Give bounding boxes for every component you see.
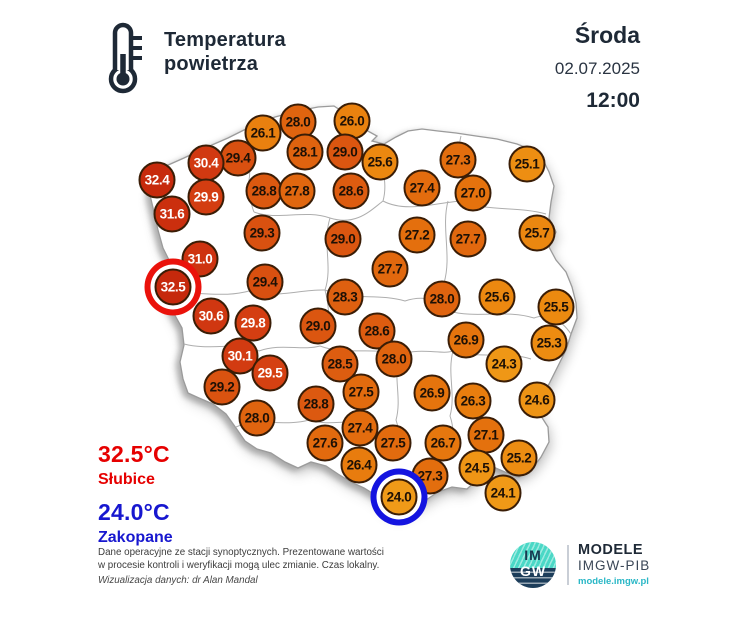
station-bubble: 29.4 (246, 263, 284, 301)
branding-block: IM GW MODELE IMGW-PIB modele.imgw.pl (510, 542, 650, 588)
brand-url: modele.imgw.pl (578, 576, 649, 587)
max-temperature-block: 32.5°C Słubice (98, 443, 173, 488)
brand-text: MODELE IMGW-PIB modele.imgw.pl (578, 542, 651, 588)
title-line1: Temperatura (164, 29, 286, 51)
station-bubble: 26.7 (424, 424, 462, 462)
credit-line: Wizualizacja danych: dr Alan Mandal (98, 575, 258, 586)
station-bubble: 27.8 (278, 172, 316, 210)
station-bubble: 28.0 (238, 399, 276, 437)
logo-text-top: IM (524, 547, 542, 563)
station-bubble: 31.6 (153, 195, 191, 233)
brand-name: MODELE (578, 542, 644, 558)
station-bubble: 26.4 (340, 446, 378, 484)
disclaimer: Dane operacyjne ze stacji synoptycznych.… (98, 546, 384, 587)
station-bubble: 25.6 (361, 143, 399, 181)
station-bubble: 28.0 (423, 280, 461, 318)
station-bubble: 27.6 (306, 424, 344, 462)
disclaimer-line1: Dane operacyjne ze stacji synoptycznych.… (98, 547, 384, 558)
station-bubble: 29.3 (243, 214, 281, 252)
brand-divider (567, 545, 569, 585)
station-bubble: 29.0 (326, 133, 364, 171)
station-bubble: 27.4 (403, 169, 441, 207)
station-bubble: 28.6 (358, 312, 396, 350)
max-temperature-station: Słubice (98, 471, 155, 488)
station-bubble: 28.5 (321, 345, 359, 383)
logo-text-bottom: GW (519, 563, 547, 579)
station-bubble: 24.6 (518, 381, 556, 419)
station-bubble: 30.1 (221, 337, 259, 375)
date-label: 02.07.2025 (554, 59, 640, 78)
station-bubble: 26.3 (454, 382, 492, 420)
station-bubble: 27.5 (342, 373, 380, 411)
station-bubble: 25.7 (518, 214, 556, 252)
station-bubble: 31.0 (181, 240, 219, 278)
max-temperature-value: 32.5°C (98, 441, 170, 467)
weekday-label: Środa (574, 22, 640, 48)
station-bubble: 25.6 (478, 278, 516, 316)
header-right: Środa 02.07.2025 12:00 (555, 22, 640, 113)
station-bubble: 27.7 (449, 220, 487, 258)
station-bubble: 25.3 (530, 324, 568, 362)
station-bubble: 27.2 (398, 216, 436, 254)
min-temperature-block: 24.0°C Zakopane (98, 501, 173, 546)
station-bubble: 28.8 (245, 172, 283, 210)
brand-org: IMGW-PIB (578, 558, 651, 573)
station-bubble: 29.2 (203, 368, 241, 406)
station-bubble: 28.6 (332, 172, 370, 210)
station-bubble: 27.4 (341, 409, 379, 447)
page-title: Temperatura powietrza (164, 20, 286, 76)
station-bubble: 26.9 (413, 374, 451, 412)
station-bubble: 25.2 (500, 439, 538, 477)
extremes-legend: 32.5°C Słubice 24.0°C Zakopane (98, 443, 173, 559)
station-bubble: 27.1 (467, 416, 505, 454)
logo-stripes-pattern (510, 567, 556, 588)
station-bubble-max-highlight: 32.5 (154, 268, 192, 306)
station-bubble: 28.0 (375, 340, 413, 378)
station-bubble: 27.5 (374, 424, 412, 462)
station-bubble: 28.1 (286, 133, 324, 171)
station-bubble: 28.8 (297, 385, 335, 423)
logo-hatch-pattern (510, 542, 556, 568)
station-bubble: 28.3 (326, 278, 364, 316)
station-bubble: 32.4 (138, 161, 176, 199)
time-label: 12:00 (586, 89, 640, 112)
header-left: Temperatura powietrza (98, 20, 286, 96)
station-bubble: 26.9 (447, 321, 485, 359)
station-bubble: 24.3 (485, 345, 523, 383)
station-bubble: 29.0 (299, 307, 337, 345)
station-bubble: 30.4 (187, 144, 225, 182)
station-bubble: 27.0 (454, 174, 492, 212)
station-bubble: 25.5 (537, 288, 575, 326)
min-temperature-value: 24.0°C (98, 499, 170, 525)
min-temperature-station: Zakopane (98, 529, 173, 546)
station-bubble: 29.5 (251, 354, 289, 392)
station-bubble: 25.1 (508, 145, 546, 183)
station-bubble: 27.3 (411, 457, 449, 495)
title-line2: powietrza (164, 53, 259, 75)
imgw-logo-icon: IM GW (510, 542, 556, 588)
station-bubble-min-highlight: 24.0 (380, 478, 418, 516)
station-bubble: 27.3 (439, 141, 477, 179)
station-bubble: 29.0 (324, 220, 362, 258)
station-bubble: 24.1 (484, 474, 522, 512)
station-bubble: 29.8 (234, 304, 272, 342)
station-bubble: 27.7 (371, 250, 409, 288)
disclaimer-line2: w procesie kontroli i weryfikacji mogą u… (98, 560, 380, 571)
station-bubble: 29.9 (187, 178, 225, 216)
station-bubble: 29.4 (219, 139, 257, 177)
station-bubble: 24.5 (458, 449, 496, 487)
thermometer-icon (108, 22, 142, 94)
station-bubble: 30.6 (192, 297, 230, 335)
